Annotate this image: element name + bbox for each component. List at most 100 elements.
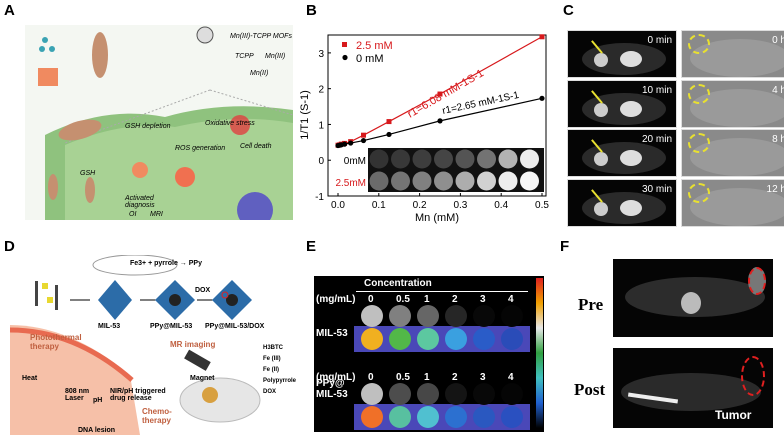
t1-phantom <box>445 383 467 405</box>
mri-right-0: 0 h <box>681 30 784 78</box>
pseudo-color-phantom <box>473 328 495 350</box>
pseudo-color-phantom <box>389 328 411 350</box>
phantom-circle <box>520 171 539 191</box>
product-ppy-mil53-dox: PPy@MIL-53/DOX <box>205 323 265 330</box>
legend-dox: DOX <box>263 389 277 395</box>
data-point <box>539 34 545 40</box>
concentration-label: 4 <box>508 372 514 383</box>
t1-phantom <box>389 383 411 405</box>
pseudo-color-phantom <box>417 328 439 350</box>
t1-phantom <box>389 305 411 327</box>
data-point <box>348 140 354 146</box>
y-tick-label: 1 <box>318 120 324 131</box>
panel-label-d: D <box>4 238 15 255</box>
data-point <box>437 118 443 124</box>
label-heat: Heat <box>22 375 38 382</box>
panel-d-schematic: Fe3+ + pyrrole → PPy MIL-53 PPy@MIL-53 P… <box>10 255 300 435</box>
t1-phantom <box>445 305 467 327</box>
concentration-label: 4 <box>508 294 514 305</box>
phantom-circle <box>477 149 496 169</box>
label-oi: OI <box>129 211 137 218</box>
pseudo-color-phantom <box>445 406 467 428</box>
label-gsh: GSH <box>80 170 96 177</box>
pseudo-color-phantom <box>389 406 411 428</box>
t1-phantom <box>501 383 523 405</box>
mri-pre-image <box>613 259 773 337</box>
x-tick-label: 0.4 <box>494 200 508 211</box>
x-tick-label: 0.0 <box>331 200 345 211</box>
sample-label-ppy: PPy@ MIL-53 <box>316 378 348 400</box>
pseudo-color-phantom <box>361 406 383 428</box>
data-point <box>539 95 545 101</box>
concentration-label: 0.5 <box>396 372 410 383</box>
panel-label-b: B <box>306 2 317 19</box>
legend-marker <box>342 42 347 47</box>
y-axis-label: 1/T1 (S-1) <box>299 90 311 140</box>
y-tick-label: -1 <box>315 192 324 203</box>
label-oxidative-stress: Oxidative stress <box>205 120 255 127</box>
label-mri: MRI <box>150 211 163 218</box>
label-dna-lesion: DNA lesion <box>78 427 116 434</box>
legend-marker <box>342 54 348 61</box>
legend-mof: Mn(III)-TCPP MOFs <box>230 33 292 40</box>
phantom-circle <box>369 149 389 169</box>
legend-mn3: Mn(III) <box>265 53 286 60</box>
x-tick-label: 0.3 <box>453 200 467 211</box>
pseudo-color-phantom <box>417 406 439 428</box>
mri-right-2: 8 h <box>681 129 784 177</box>
mri-right-3: 12 h <box>681 178 784 227</box>
legend-h3btc: H3BTC <box>263 345 284 351</box>
inset-row-label: 0mM <box>344 156 366 167</box>
concentration-label: 2 <box>452 372 458 383</box>
phantom-inset <box>368 148 544 192</box>
time-label: 12 h <box>766 183 784 195</box>
phantom-circle <box>412 171 432 191</box>
colorbar <box>536 278 543 428</box>
label-pre: Pre <box>578 295 604 314</box>
pseudo-color-phantom <box>445 328 467 350</box>
legend-fe3: Fe (III) <box>263 356 281 362</box>
time-label: 4 h <box>772 84 784 96</box>
x-tick-label: 0.2 <box>413 200 427 211</box>
phantom-circle <box>391 149 410 169</box>
t1-phantom <box>361 305 383 327</box>
cell-schematic <box>38 26 293 220</box>
label-activated-diagnosis: Activated diagnosis <box>125 195 155 209</box>
concentration-label: 0 <box>368 294 374 305</box>
legend-tcpp: TCPP <box>235 53 254 60</box>
inset-row-label: 2.5mM <box>335 178 366 189</box>
pseudo-color-phantom <box>473 406 495 428</box>
concentration-label: 0 <box>368 372 374 383</box>
label-laser: 808 nm Laser <box>65 388 90 402</box>
x-axis-label: Mn (mM) <box>415 212 459 224</box>
label-gsh-depletion: GSH depletion <box>125 123 171 130</box>
sample-label-mil53: MIL-53 <box>316 328 348 339</box>
time-label: 30 min <box>641 183 672 195</box>
legend-polypyrrole: Polypyrrole <box>263 378 297 384</box>
t1-phantom <box>361 383 383 405</box>
mri-left-1: 10 min <box>567 79 677 128</box>
mri-left-0: 0 min <box>567 30 677 78</box>
phantom-circle <box>455 171 475 191</box>
y-tick-label: 2 <box>318 85 324 96</box>
label-photothermal: Photothermal therapy <box>30 333 82 351</box>
time-label: 10 min <box>641 84 672 96</box>
concentration-arrow <box>356 291 528 292</box>
plot-frame <box>327 34 547 197</box>
panel-label-a: A <box>4 2 15 19</box>
pseudo-color-phantom <box>501 406 523 428</box>
label-magnet: Magnet <box>190 375 215 382</box>
panel-e-phantoms: Concentration PPy@ MIL-53 MIL-53 (mg/mL)… <box>314 276 544 432</box>
panel-a-illustration: Mn(III)-TCPP MOFs TCPP Mn(III) Mn(II) GS… <box>25 25 293 220</box>
label-drug-release: NIR/pH triggered drug release <box>110 388 166 402</box>
concentration-label: 3 <box>480 372 486 383</box>
concentration-label: 3 <box>480 294 486 305</box>
label-mr-imaging: MR imaging <box>170 340 216 349</box>
panel-label-e: E <box>306 238 317 255</box>
phantom-circle <box>369 171 389 191</box>
concentration-label: 1 <box>424 372 430 383</box>
label-cell-death: Cell death <box>240 143 272 150</box>
color-map-band <box>354 404 530 430</box>
dox-arrow-label: DOX <box>195 287 211 294</box>
phantom-circle <box>412 149 432 169</box>
